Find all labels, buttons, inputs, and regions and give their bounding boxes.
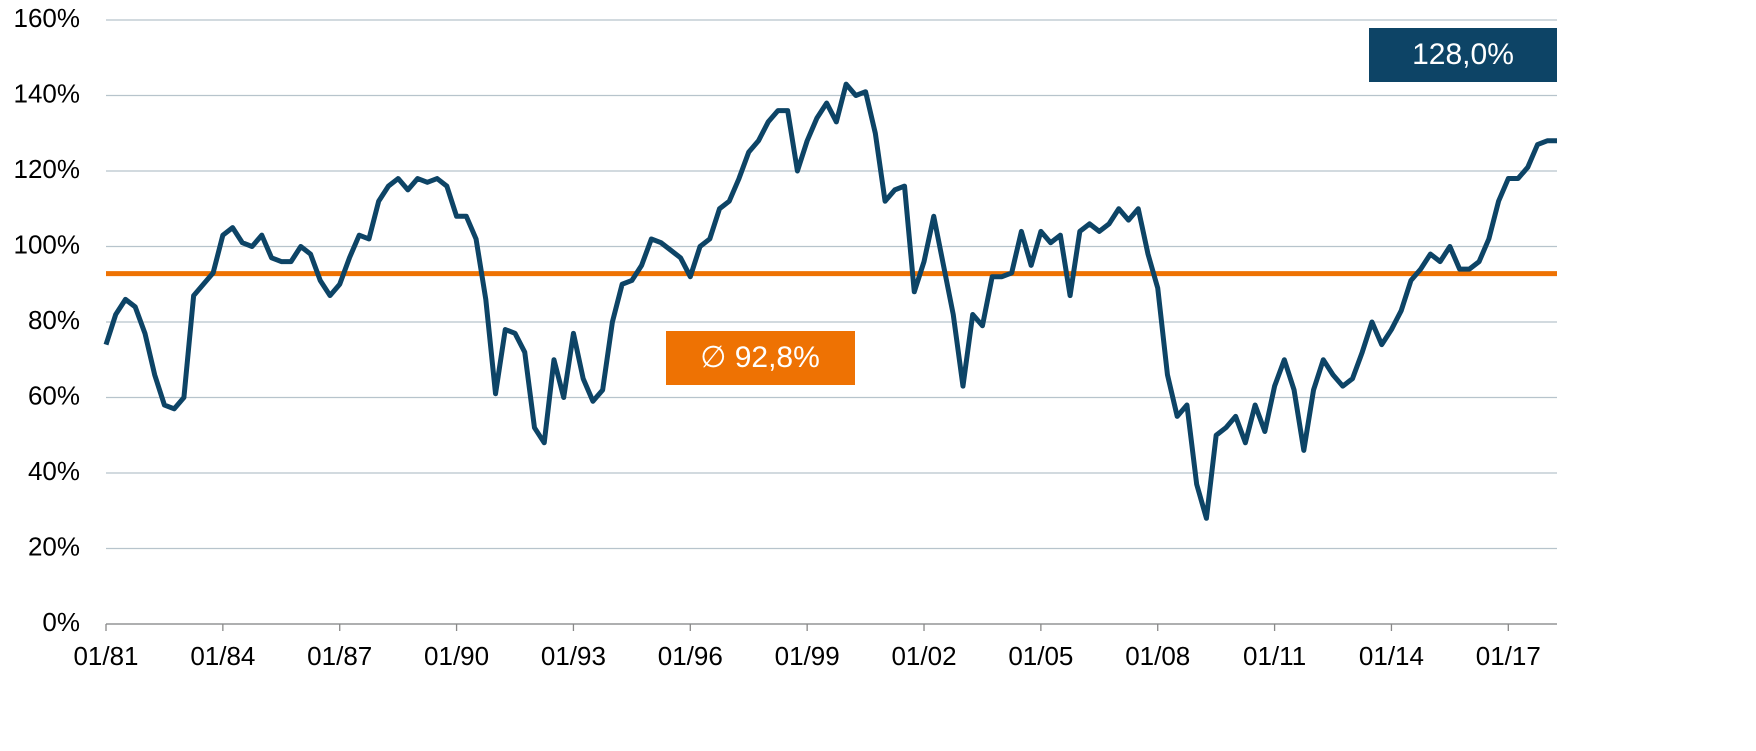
last-value-box	[1369, 28, 1557, 82]
y-tick-label: 60%	[28, 380, 80, 410]
last-value-label: 128,0%	[1412, 38, 1514, 71]
x-tick-label: 01/02	[891, 641, 956, 671]
y-tick-label: 40%	[28, 456, 80, 486]
x-tick-label: 01/96	[658, 641, 723, 671]
x-tick-label: 01/11	[1243, 641, 1306, 671]
x-tick-label: 01/84	[190, 641, 255, 671]
x-tick-label: 01/17	[1476, 641, 1541, 671]
x-tick-label: 01/93	[541, 641, 606, 671]
x-tick-label: 01/99	[775, 641, 840, 671]
y-tick-label: 20%	[28, 531, 80, 561]
x-tick-label: 01/08	[1125, 641, 1190, 671]
x-tick-label: 01/90	[424, 641, 489, 671]
x-tick-label: 01/14	[1359, 641, 1424, 671]
x-tick-label: 01/81	[73, 641, 138, 671]
y-tick-label: 160%	[14, 3, 81, 33]
x-tick-label: 01/87	[307, 641, 372, 671]
y-tick-label: 140%	[14, 78, 81, 108]
x-tick-label: 01/05	[1008, 641, 1073, 671]
average-label-box	[666, 331, 855, 385]
y-tick-label: 0%	[42, 607, 80, 637]
line-series	[103, 81, 1557, 521]
average-label: ∅ 92,8%	[700, 341, 820, 374]
y-tick-label: 100%	[14, 229, 81, 259]
y-tick-label: 120%	[14, 154, 81, 184]
y-tick-label: 80%	[28, 305, 80, 335]
